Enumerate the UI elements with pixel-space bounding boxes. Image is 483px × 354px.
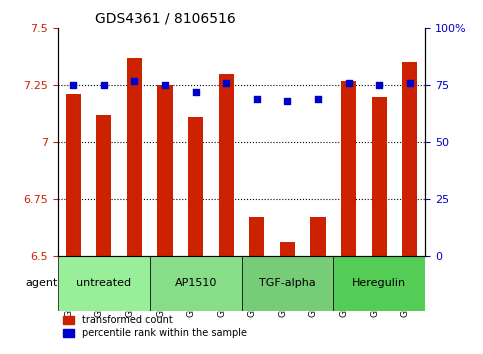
Text: GDS4361 / 8106516: GDS4361 / 8106516 [95, 12, 235, 26]
Bar [341, 81, 356, 256]
Bar [371, 97, 387, 256]
Point [345, 80, 353, 86]
Point [284, 98, 291, 104]
Point [375, 82, 383, 88]
Point [253, 96, 261, 102]
Bar [188, 117, 203, 256]
Legend: transformed count, percentile rank within the sample: transformed count, percentile rank withi… [63, 315, 247, 338]
Bar [219, 74, 234, 256]
Point [100, 82, 108, 88]
FancyBboxPatch shape [242, 256, 333, 310]
Bar [127, 58, 142, 256]
Point [161, 82, 169, 88]
Bar [96, 115, 112, 256]
Bar [66, 94, 81, 256]
Point [130, 78, 138, 84]
Point [222, 80, 230, 86]
Bar [311, 217, 326, 256]
Text: AP1510: AP1510 [174, 278, 217, 288]
FancyBboxPatch shape [333, 256, 425, 310]
FancyBboxPatch shape [58, 256, 150, 310]
Text: agent: agent [26, 278, 58, 288]
Bar [402, 62, 417, 256]
Text: untreated: untreated [76, 278, 131, 288]
Point [314, 96, 322, 102]
Text: TGF-alpha: TGF-alpha [259, 278, 316, 288]
FancyBboxPatch shape [150, 256, 242, 310]
Point [406, 80, 413, 86]
Point [70, 82, 77, 88]
Bar [249, 217, 265, 256]
Bar [280, 242, 295, 256]
Bar [157, 85, 173, 256]
Text: Heregulin: Heregulin [352, 278, 406, 288]
Point [192, 89, 199, 95]
